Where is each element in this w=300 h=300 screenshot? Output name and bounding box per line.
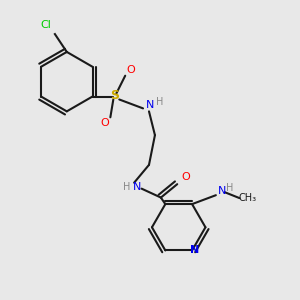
Text: Cl: Cl (40, 20, 51, 30)
Text: H: H (226, 183, 234, 193)
Text: H: H (123, 182, 130, 192)
Text: N: N (218, 186, 226, 196)
Text: O: O (100, 118, 109, 128)
Text: O: O (182, 172, 190, 182)
Text: N: N (190, 245, 200, 255)
Text: CH₃: CH₃ (238, 193, 256, 203)
Text: N: N (133, 182, 141, 192)
Text: H: H (156, 98, 163, 107)
Text: N: N (146, 100, 155, 110)
Text: S: S (110, 88, 119, 101)
Text: O: O (127, 65, 136, 75)
